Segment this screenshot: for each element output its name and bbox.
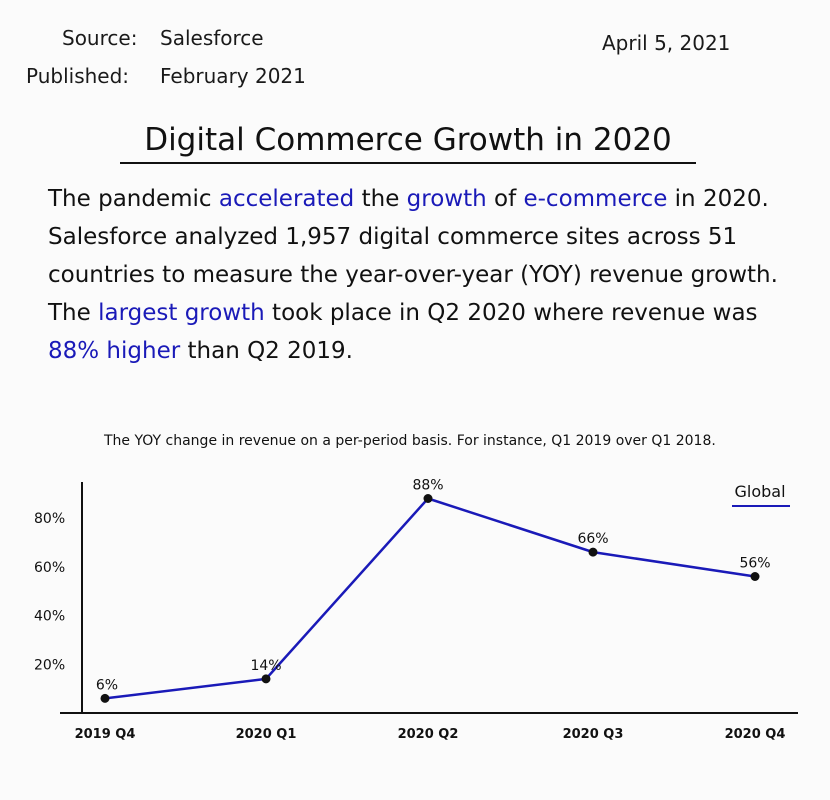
published-label: Published:: [26, 64, 130, 88]
data-label: 6%: [96, 677, 118, 693]
page-title: Digital Commerce Growth in 2020: [120, 122, 696, 164]
x-tick-label: 2020 Q1: [236, 727, 297, 742]
data-point: [423, 494, 433, 503]
y-tick-label: 20%: [34, 657, 65, 673]
data-label: 14%: [250, 658, 281, 674]
source-value: Salesforce: [160, 26, 264, 50]
data-label: 88%: [412, 478, 443, 494]
series-line: [104, 497, 756, 700]
series-group: 6% 14% 88% 66% 56%: [96, 478, 771, 703]
intro-text-3: of: [486, 186, 524, 212]
intro-highlight-ecommerce: e-commerce: [523, 186, 668, 212]
published-value: February 2021: [160, 64, 306, 88]
intro-text-5: took place in Q2 2020 where revenue was: [264, 300, 758, 326]
x-axis-ticks: 2019 Q4 2020 Q1 2020 Q2 2020 Q3 2020 Q4: [75, 727, 786, 742]
y-tick-label: 60%: [34, 560, 65, 576]
chart-subtitle: The YOY change in revenue on a per-perio…: [104, 433, 716, 449]
source-label: Source:: [62, 26, 138, 50]
x-tick-label: 2020 Q2: [398, 727, 459, 742]
x-tick-label: 2019 Q4: [75, 727, 136, 742]
y-tick-label: 80%: [34, 511, 65, 527]
legend-label: Global: [734, 482, 785, 501]
data-point: [100, 693, 110, 703]
data-label: 56%: [739, 556, 770, 572]
legend: Global: [732, 482, 790, 507]
data-point: [261, 674, 271, 684]
data-point: [750, 572, 760, 581]
intro-highlight-accelerated: accelerated: [218, 186, 355, 212]
intro-text-1: The pandemic: [48, 186, 219, 212]
x-tick-label: 2020 Q3: [563, 727, 624, 742]
intro-text-6: than Q2 2019.: [180, 338, 353, 364]
intro-highlight-growth: growth: [406, 186, 487, 212]
data-point: [588, 547, 598, 557]
chart-axes: [60, 482, 798, 714]
intro-paragraph: The pandemic accelerated the growth of e…: [48, 180, 788, 370]
y-tick-label: 40%: [34, 609, 65, 625]
y-axis-ticks: 20% 40% 60% 80%: [34, 511, 65, 673]
intro-text-2: the: [354, 186, 407, 212]
data-label: 66%: [577, 531, 608, 547]
intro-highlight-88-higher: 88% higher: [48, 338, 181, 364]
intro-highlight-largest-growth: largest growth: [98, 300, 265, 326]
intro-text-4: in 2020. Salesforce analyzed 1,957 digit…: [48, 186, 778, 326]
date-label: April 5, 2021: [602, 31, 731, 55]
x-tick-label: 2020 Q4: [725, 727, 786, 742]
